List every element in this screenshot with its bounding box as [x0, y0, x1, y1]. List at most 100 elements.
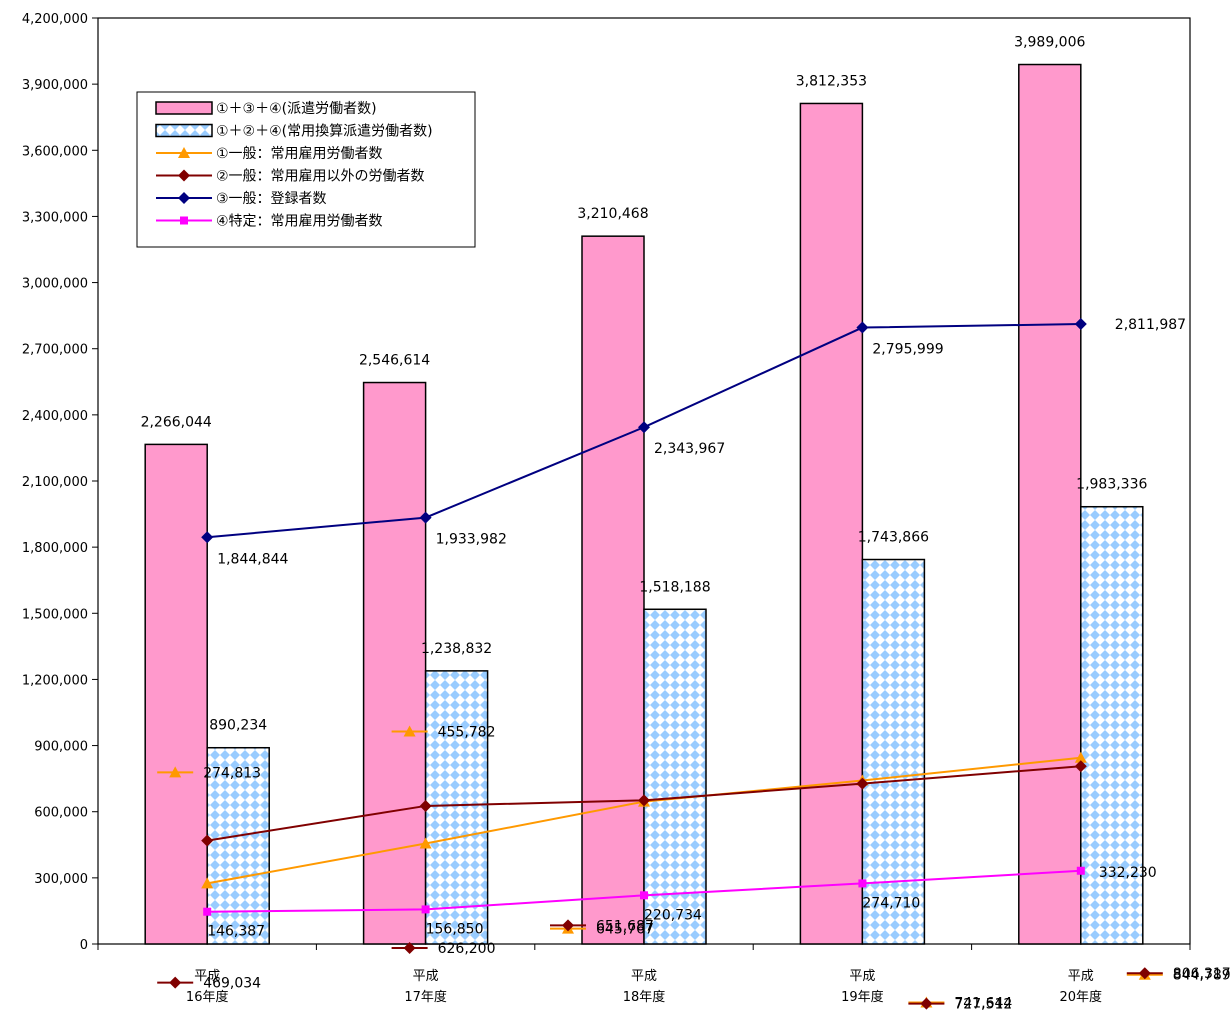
line-data-label: 146,387 [207, 924, 265, 940]
point-non-regular-employed [856, 777, 869, 790]
legend-marker [180, 216, 188, 225]
bar-data-label: 1,983,336 [1076, 477, 1147, 493]
y-tick-label: 300,000 [34, 872, 88, 887]
legend-label: ①＋③＋④(派遣労働者数) [216, 101, 377, 117]
point-specific-regular [640, 891, 648, 900]
line-data-label: 220,734 [644, 907, 702, 923]
line-data-label: 332,230 [1099, 865, 1157, 881]
bar-data-label: 1,518,188 [639, 579, 710, 595]
line-data-label: 469,034 [203, 976, 261, 992]
bar-dispatched-workers [1018, 63, 1082, 945]
line-data-label: 2,343,967 [654, 441, 725, 457]
legend: ①＋③＋④(派遣労働者数) ①＋②＋④(常用換算派遣労働者数) ①一般：常用雇用労働… [136, 91, 476, 248]
line-data-label: 727,512 [954, 997, 1012, 1010]
x-tick-label: 平成 [631, 969, 657, 984]
y-tick-label: 2,100,000 [22, 475, 88, 490]
x-tick-label: 平成 [413, 969, 439, 984]
point-specific-regular [858, 879, 867, 888]
x-tick-label: 19年度 [841, 989, 884, 1005]
legend-label: ③一般：登録者数 [216, 191, 327, 207]
line-data-label: 645,767 [596, 922, 654, 938]
label-key-marker [403, 941, 416, 954]
bar-data-label: 2,266,044 [141, 414, 212, 430]
bars [144, 63, 1144, 945]
y-axis: 0 300,000 600,000 900,000 1,200,000 1,500,000… [22, 12, 98, 953]
bar-dispatched-workers [799, 102, 864, 945]
bar-converted-workers [861, 558, 926, 945]
x-tick-label: 平成 [849, 969, 875, 984]
point-registered [419, 511, 432, 524]
legend-marker [178, 192, 190, 204]
x-tick-label: 17年度 [404, 989, 447, 1005]
bar-dispatched-workers [144, 443, 208, 945]
line-data-label: 156,850 [426, 921, 484, 937]
point-specific-regular [1076, 866, 1085, 875]
y-tick-label: 2,700,000 [22, 343, 88, 358]
legend-swatch [155, 123, 213, 138]
point-regular-employed [1074, 751, 1087, 763]
y-tick-label: 1,200,000 [22, 673, 88, 688]
line-data-label: 2,795,999 [872, 342, 943, 358]
point-registered [201, 531, 214, 544]
point-specific-regular [421, 905, 430, 914]
line-data-label: 626,200 [438, 941, 496, 957]
line-data-label: 806,317 [1173, 966, 1230, 982]
x-tick-label: 18年度 [623, 989, 666, 1005]
bar-dispatched-workers [362, 381, 427, 945]
y-tick-label: 900,000 [34, 740, 88, 755]
legend-label: ①＋②＋④(常用換算派遣労働者数) [216, 124, 433, 140]
legend-label: ④特定：常用雇用労働者数 [216, 213, 383, 230]
point-non-regular-employed [201, 834, 214, 847]
y-tick-label: 3,300,000 [22, 210, 88, 225]
legend-label: ①一般：常用雇用労働者数 [216, 145, 383, 162]
point-specific-regular [203, 907, 212, 916]
legend-marker [178, 169, 190, 182]
x-tick-label: 20年度 [1060, 989, 1103, 1005]
bar-converted-workers [424, 670, 489, 945]
data-labels: 2,266,044 2,546,614 3,210,468 3,812,353 3,98… [141, 35, 1230, 1010]
legend-marker [178, 147, 190, 158]
bar-data-label: 1,743,866 [858, 530, 929, 546]
y-tick-label: 0 [80, 938, 88, 953]
point-regular-employed [201, 877, 214, 889]
line-data-label: 651,687 [596, 918, 654, 934]
line-data-label: 2,811,987 [1115, 317, 1186, 333]
legend-label: ②一般：常用雇用以外の労働者数 [216, 168, 425, 185]
bar-data-label: 1,238,832 [421, 641, 492, 657]
label-key-marker [169, 976, 182, 989]
point-non-regular-employed [419, 799, 432, 812]
line-data-label: 1,933,982 [436, 532, 507, 548]
point-registered [1074, 318, 1087, 331]
y-tick-label: 2,400,000 [22, 409, 88, 424]
label-key-marker [169, 766, 182, 778]
line-data-label: 274,710 [862, 895, 920, 911]
x-axis: 平成 16年度 平成 17年度 平成 18年度 平成 19年度 平成 20年度 [97, 944, 1191, 1005]
bar-converted-workers [1080, 505, 1144, 945]
point-registered [856, 321, 869, 334]
x-tick-label: 16年度 [186, 989, 229, 1005]
label-key-marker [1138, 967, 1151, 980]
bar-data-label: 2,546,614 [359, 353, 430, 369]
bar-data-label: 3,812,353 [796, 73, 867, 89]
point-regular-employed [419, 837, 432, 849]
bar-data-label: 3,989,006 [1014, 35, 1085, 51]
label-key-marker [562, 919, 574, 932]
y-tick-label: 4,200,000 [22, 12, 88, 27]
y-tick-label: 1,500,000 [22, 607, 88, 622]
y-tick-label: 1,800,000 [22, 541, 88, 556]
legend-swatch [155, 101, 213, 115]
point-registered [638, 421, 650, 434]
bar-data-label: 3,210,468 [577, 206, 648, 222]
y-tick-label: 3,000,000 [22, 277, 88, 292]
x-tick-label: 平成 [194, 969, 220, 984]
bar-converted-workers [643, 608, 707, 945]
point-non-regular-employed [1074, 760, 1087, 773]
lines [201, 318, 1087, 916]
label-key-marker [403, 725, 416, 737]
point-non-regular-employed [638, 794, 650, 807]
y-tick-label: 600,000 [34, 806, 88, 821]
line-data-label: 741,644 [954, 995, 1012, 1010]
y-tick-label: 3,600,000 [22, 144, 88, 159]
x-tick-label: 平成 [1068, 969, 1094, 984]
